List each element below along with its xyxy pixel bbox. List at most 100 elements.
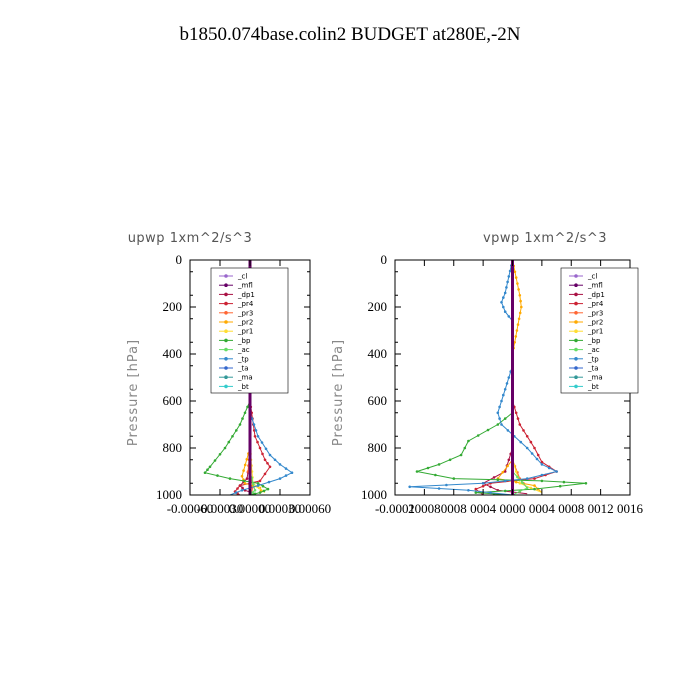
series-marker-bp bbox=[216, 474, 219, 477]
series-marker-tp bbox=[284, 474, 288, 477]
legend-marker-ac bbox=[574, 347, 578, 352]
y-axis-label: Pressure [hPa] bbox=[126, 339, 141, 446]
series-marker-pr4 bbox=[516, 417, 520, 420]
legend-marker-pr4 bbox=[224, 301, 228, 306]
series-marker-tp bbox=[508, 269, 512, 273]
legend-label-ma: _ma bbox=[237, 374, 253, 382]
series-marker-tp bbox=[530, 452, 534, 455]
series-marker-pr2 bbox=[501, 471, 505, 474]
legend-marker-pr3 bbox=[224, 311, 228, 315]
legend-marker-mfl bbox=[574, 283, 578, 288]
legend-label-mfl: _mfl bbox=[587, 282, 603, 290]
legend-marker-pr2 bbox=[224, 320, 228, 324]
series-marker-tp bbox=[507, 376, 511, 379]
legend-marker-ac bbox=[224, 347, 228, 352]
series-marker-tp bbox=[437, 487, 441, 490]
series-group bbox=[408, 260, 588, 495]
series-marker-bp bbox=[467, 439, 470, 443]
legend-marker-bt bbox=[224, 384, 228, 389]
series-marker-pr2 bbox=[515, 329, 519, 332]
panel-title: vpwp 1xm^2/s^3 bbox=[483, 231, 607, 246]
series-marker-pr2 bbox=[245, 458, 249, 461]
series-marker-bp bbox=[437, 463, 441, 466]
series-marker-tp bbox=[260, 441, 264, 444]
series-marker-pr1 bbox=[529, 486, 533, 490]
series-marker-tp bbox=[503, 388, 507, 391]
legend-label-pr4: _pr4 bbox=[587, 300, 604, 308]
series-marker-pr4 bbox=[258, 446, 262, 450]
y-tick-label: 0 bbox=[176, 252, 183, 267]
x-tick-label: -0.00060 bbox=[167, 501, 214, 516]
legend-marker-bt bbox=[574, 384, 578, 389]
series-marker-tp bbox=[507, 315, 511, 318]
series-marker-pr4 bbox=[474, 487, 478, 491]
series-marker-pr4 bbox=[266, 462, 269, 465]
series-marker-tp bbox=[278, 477, 282, 480]
y-tick-label: 800 bbox=[368, 440, 388, 455]
series-marker-bp bbox=[584, 482, 588, 485]
series-marker-pr2 bbox=[514, 480, 518, 484]
series-marker-bp bbox=[231, 435, 234, 438]
series-marker-tp bbox=[535, 457, 539, 461]
series-marker-tp bbox=[503, 479, 507, 483]
legend-marker-cl bbox=[574, 274, 578, 278]
legend-marker-tp bbox=[224, 357, 228, 361]
series-marker-pr4 bbox=[481, 484, 485, 488]
series-marker-tp bbox=[498, 417, 501, 420]
legend-marker-pr1 bbox=[574, 329, 578, 334]
legend-label-cl: _cl bbox=[237, 273, 247, 281]
series-marker-tp bbox=[254, 429, 258, 432]
legend-marker-dp1 bbox=[224, 292, 228, 297]
legend-label-bt: _bt bbox=[237, 383, 249, 391]
y-tick-label: 0 bbox=[381, 252, 388, 267]
series-marker-pr2 bbox=[513, 341, 516, 344]
series-marker-tp bbox=[502, 393, 505, 397]
series-marker-dp1 bbox=[241, 486, 244, 490]
legend-marker-pr1 bbox=[224, 329, 228, 334]
series-marker-bp bbox=[426, 466, 430, 470]
legend-label-pr3: _pr3 bbox=[587, 309, 603, 317]
series-marker-pr4 bbox=[258, 479, 262, 483]
series-marker-tp bbox=[234, 491, 238, 494]
series-marker-tp bbox=[256, 484, 260, 487]
series-marker-bp bbox=[235, 429, 238, 432]
series-marker-tp bbox=[519, 440, 523, 444]
series-marker-bp bbox=[452, 477, 456, 480]
x-tick-label: 0008 bbox=[558, 501, 584, 516]
series-marker-pr2 bbox=[516, 282, 519, 285]
x-tick-label: 20008 bbox=[408, 501, 441, 516]
series-marker-pr4 bbox=[529, 440, 533, 444]
y-tick-label: 1000 bbox=[156, 487, 182, 502]
legend-label-ma: _ma bbox=[587, 374, 603, 382]
series-marker-bp bbox=[243, 411, 247, 415]
series-marker-bp bbox=[448, 458, 452, 462]
series-marker-tp bbox=[498, 405, 501, 409]
series-marker-pr4 bbox=[540, 460, 544, 464]
series-marker-tp bbox=[540, 473, 544, 477]
legend-marker-tp bbox=[574, 357, 578, 361]
legend-marker-mfl bbox=[224, 283, 228, 288]
series-marker-tp bbox=[547, 466, 551, 470]
series-marker-pr4 bbox=[238, 484, 242, 487]
series-marker-pr1 bbox=[257, 486, 261, 490]
series-marker-pr2 bbox=[243, 463, 247, 467]
series-marker-pr4 bbox=[536, 453, 540, 457]
series-marker-pr2 bbox=[514, 335, 518, 338]
figure-title: b1850.074base.colin2 BUDGET at280E,-2N bbox=[179, 24, 520, 45]
chart-panel-upwp: upwp 1xm^2/s^3 Pressure [hPa] 0 200 400 600 80… bbox=[126, 231, 331, 516]
x-tick-label: 0004 bbox=[529, 501, 556, 516]
series-marker-bp bbox=[463, 446, 467, 450]
series-marker-bp bbox=[496, 423, 500, 426]
series-marker-bp bbox=[533, 487, 536, 491]
series-marker-bp bbox=[218, 453, 222, 456]
legend-label-pr1: _pr1 bbox=[587, 328, 603, 336]
series-marker-bp bbox=[261, 484, 265, 488]
legend-label-cl: _cl bbox=[587, 273, 597, 281]
series-line-pr1 bbox=[512, 260, 543, 494]
legend-box bbox=[210, 267, 289, 394]
series-marker-bp bbox=[208, 465, 212, 469]
series-marker-bp bbox=[266, 487, 270, 491]
legend-label-pr1: _pr1 bbox=[237, 328, 253, 336]
series-marker-tp bbox=[273, 458, 277, 462]
